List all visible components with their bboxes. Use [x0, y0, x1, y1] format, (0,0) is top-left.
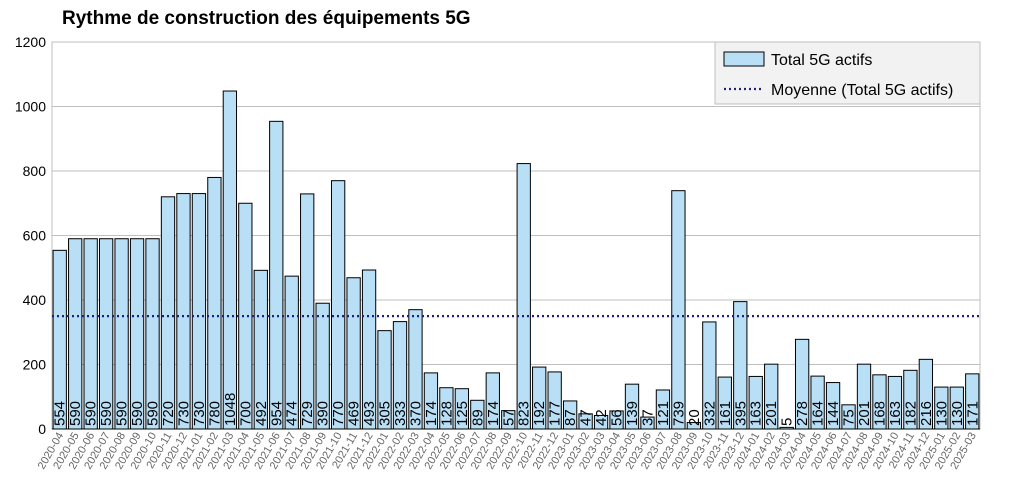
- bar: [145, 238, 160, 430]
- data-label: 163: [748, 401, 765, 426]
- data-label: 954: [268, 401, 285, 426]
- data-label: 139: [624, 401, 641, 426]
- data-label: 201: [763, 401, 780, 426]
- data-label: 174: [423, 401, 440, 426]
- data-label: 168: [871, 401, 888, 426]
- data-label: 590: [145, 401, 162, 426]
- data-label: 730: [191, 401, 208, 426]
- data-label: 590: [114, 401, 131, 426]
- data-label: 216: [918, 401, 935, 426]
- data-label: 590: [98, 401, 115, 426]
- data-label: 128: [438, 401, 455, 426]
- bar: [191, 193, 207, 430]
- data-label: 163: [887, 401, 904, 426]
- bar: [129, 238, 145, 430]
- data-label: 42: [593, 409, 610, 426]
- data-label: 171: [964, 401, 981, 426]
- data-labels-layer: 5545905905905905905907207307307801048700…: [52, 393, 982, 426]
- data-label: 278: [794, 401, 811, 426]
- y-tick-label: 1000: [15, 99, 46, 115]
- bar: [114, 238, 129, 430]
- data-label: 780: [206, 401, 223, 426]
- y-tick-label: 400: [23, 292, 47, 308]
- data-label: 395: [732, 401, 749, 426]
- y-tick-label: 800: [23, 163, 47, 179]
- data-label: 201: [856, 401, 873, 426]
- data-label: 720: [160, 401, 177, 426]
- data-label: 121: [655, 401, 672, 426]
- data-label: 370: [407, 401, 424, 426]
- bar: [98, 238, 114, 430]
- data-label: 770: [330, 401, 347, 426]
- data-label: 739: [670, 401, 687, 426]
- legend: Total 5G actifs Moyenne (Total 5G actifs): [714, 41, 981, 105]
- data-label: 182: [902, 401, 919, 426]
- data-label: 57: [500, 409, 517, 426]
- data-label: 492: [253, 401, 270, 426]
- data-label: 5: [779, 418, 796, 426]
- data-label: 192: [531, 401, 548, 426]
- bar: [671, 190, 686, 430]
- bar: [222, 90, 238, 430]
- data-label: 305: [377, 401, 394, 426]
- data-label: 144: [825, 401, 842, 426]
- legend-swatch-bar: [723, 51, 765, 67]
- data-label: 37: [639, 409, 656, 426]
- data-label: 130: [933, 401, 950, 426]
- bar: [516, 163, 531, 430]
- data-label: 390: [315, 401, 332, 426]
- data-label: 469: [346, 401, 363, 426]
- bar: [207, 176, 222, 430]
- bar: [68, 238, 83, 430]
- data-label: 75: [841, 409, 858, 426]
- data-label: 47: [578, 409, 595, 426]
- data-label: 89: [469, 409, 486, 426]
- data-label: 333: [392, 401, 409, 426]
- data-label: 177: [547, 401, 564, 426]
- bar: [269, 120, 284, 430]
- data-label: 125: [454, 401, 471, 426]
- data-label: 700: [237, 401, 254, 426]
- data-label: 590: [129, 401, 146, 426]
- chart-title: Rythme de construction des équipements 5…: [62, 8, 471, 29]
- bar: [160, 196, 176, 430]
- y-tick-label: 0: [38, 421, 46, 437]
- data-label: 332: [701, 401, 718, 426]
- data-label: 493: [361, 401, 378, 426]
- bar: [238, 202, 253, 430]
- bar: [176, 193, 191, 430]
- data-label: 20: [686, 409, 703, 426]
- data-label: 164: [810, 401, 827, 426]
- data-label: 823: [516, 401, 533, 426]
- data-label: 590: [83, 401, 100, 426]
- data-label: 590: [67, 401, 84, 426]
- legend-label-average: Moyenne (Total 5G actifs): [771, 82, 953, 99]
- data-label: 161: [717, 401, 734, 426]
- bar: [300, 193, 315, 430]
- data-label: 554: [52, 401, 69, 426]
- y-tick-label: 1200: [15, 34, 46, 50]
- data-label: 56: [609, 409, 626, 426]
- data-label: 130: [949, 401, 966, 426]
- data-label: 174: [485, 401, 502, 426]
- bar: [83, 238, 98, 430]
- data-label: 729: [299, 401, 316, 426]
- data-label: 474: [284, 401, 301, 426]
- data-label: 730: [175, 401, 192, 426]
- data-label: 1048: [222, 393, 239, 426]
- y-tick-label: 200: [23, 357, 47, 373]
- data-label: 87: [562, 409, 579, 426]
- bars-layer: [52, 90, 980, 430]
- y-tick-label: 600: [23, 228, 47, 244]
- axis-layer: 0200400600800100012002020-042020-052020-…: [15, 34, 980, 471]
- legend-label-total: Total 5G actifs: [771, 52, 872, 69]
- bar: [330, 180, 346, 430]
